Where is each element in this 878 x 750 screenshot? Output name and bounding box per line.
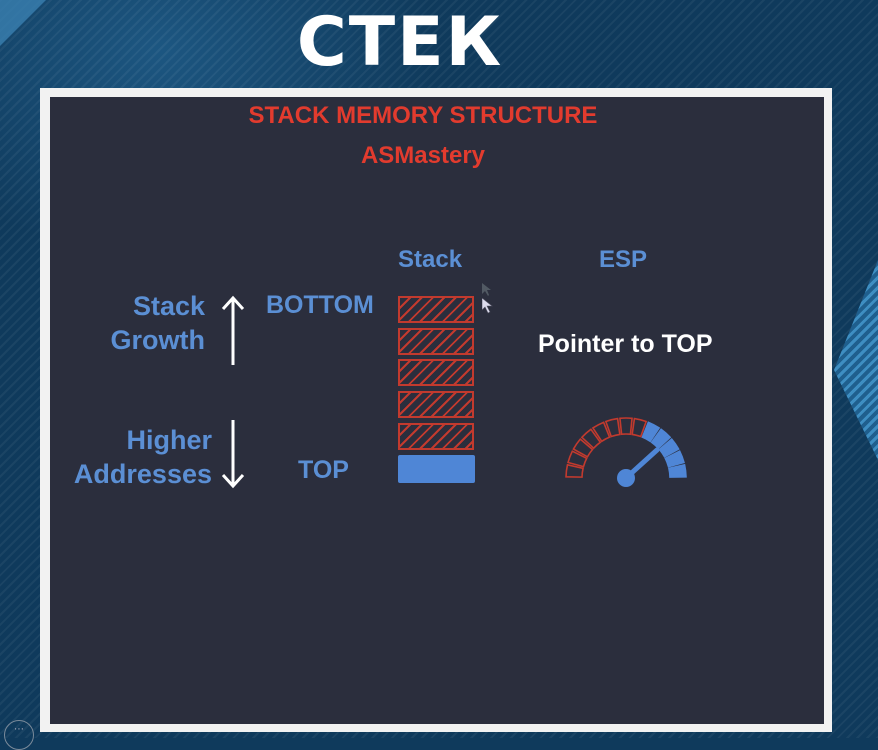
- gauge-segment: [565, 463, 585, 478]
- mouse-cursor-icon: [482, 283, 491, 296]
- gauge-segment: [664, 450, 685, 468]
- gauge-segment: [567, 450, 588, 468]
- gauge-segment: [667, 463, 687, 478]
- stack-column-label: Stack: [398, 246, 463, 273]
- gauge-segment: [572, 437, 594, 458]
- stack-growth-line1: Stack: [132, 291, 205, 321]
- stack-cell: [398, 423, 474, 450]
- bottom-label: BOTTOM: [266, 291, 374, 319]
- gauge-segment: [658, 437, 680, 458]
- corner-badge: ⋯: [4, 720, 34, 750]
- gauge-segment: [580, 428, 602, 450]
- higher-addresses-line2: Addresses: [73, 459, 212, 489]
- gauge-segment: [604, 417, 621, 438]
- down-arrow-icon: [221, 420, 245, 489]
- stack-cell: [398, 391, 474, 418]
- esp-caption: Pointer to TOP: [538, 330, 713, 358]
- gauge-segment: [641, 421, 661, 443]
- mouse-cursor-icon: [482, 298, 493, 314]
- higher-addresses-line1: Higher: [126, 425, 212, 455]
- gauge-segment: [591, 421, 611, 443]
- diagram-heading: STACK MEMORY STRUCTURE: [248, 102, 598, 129]
- higher-addresses-label: Higher Addresses: [40, 423, 212, 491]
- stack-cell: [398, 328, 474, 355]
- up-arrow-icon: [221, 295, 245, 365]
- gauge-segment: [631, 417, 648, 438]
- stack-cell: [398, 296, 474, 323]
- diagram-subheading: ASMastery: [360, 142, 486, 169]
- slide-title: СТЕК: [296, 3, 504, 82]
- stack-top-cell: [398, 455, 475, 483]
- corner-decoration: [0, 0, 46, 46]
- gauge-icon: [565, 417, 687, 487]
- esp-column-label: ESP: [599, 246, 648, 273]
- stack-growth-label: Stack Growth: [60, 289, 206, 357]
- gauge-segment: [619, 417, 633, 436]
- stack-growth-line2: Growth: [110, 325, 206, 355]
- top-label: TOP: [298, 456, 349, 484]
- stack-cell: [398, 359, 474, 386]
